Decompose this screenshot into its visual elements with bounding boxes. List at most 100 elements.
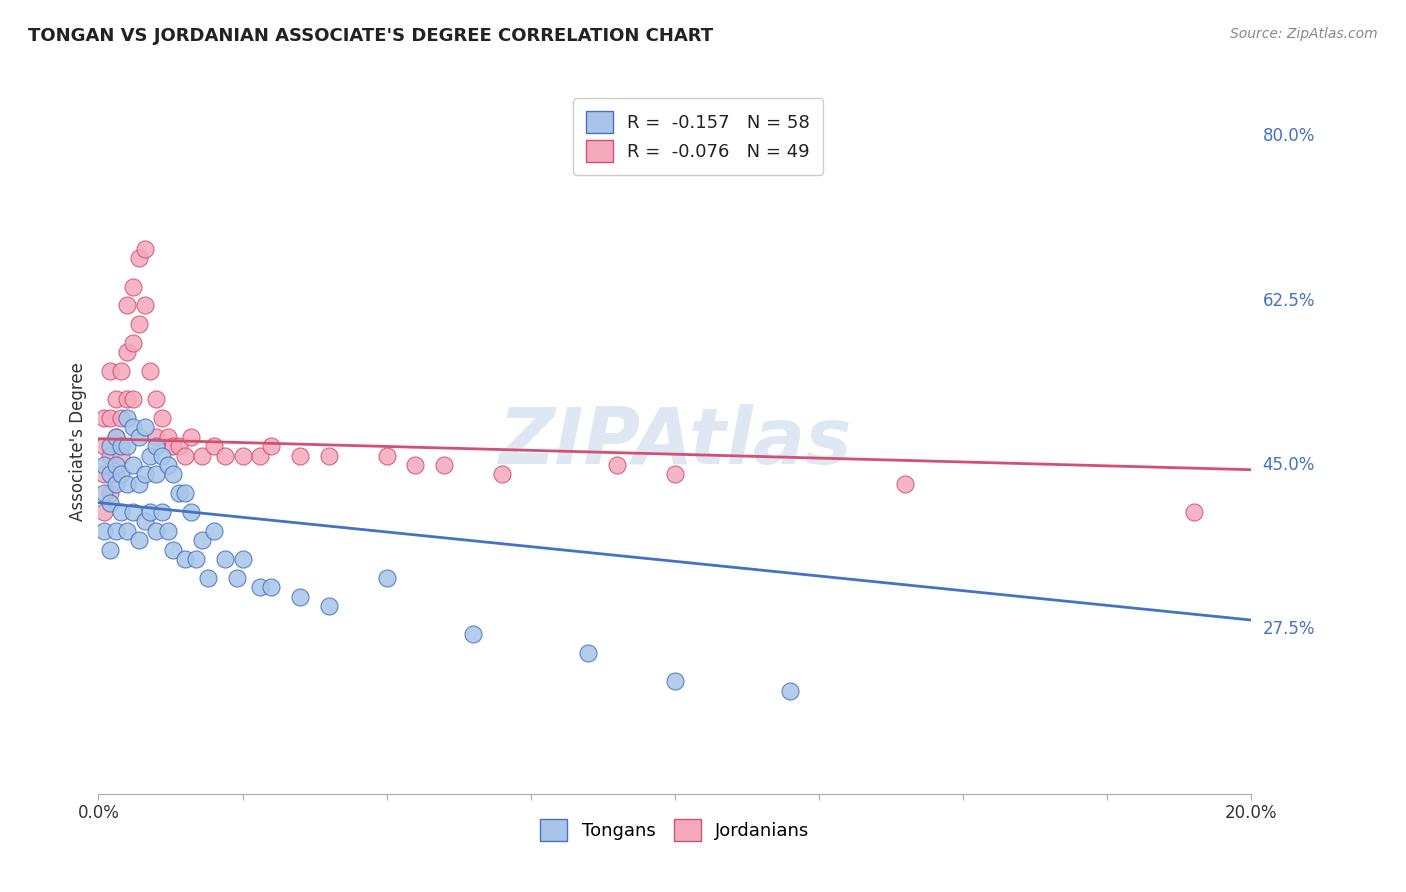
Point [156, 458, 179, 472]
Text: 62.5%: 62.5% [1263, 292, 1315, 310]
Point [128, 533, 150, 548]
Point [894, 476, 917, 491]
Point [110, 467, 132, 482]
Point [134, 515, 156, 529]
Point [104, 524, 127, 538]
Point [433, 458, 456, 472]
Point [180, 505, 202, 519]
Point [98, 439, 121, 453]
Point [134, 242, 156, 256]
Point [93, 505, 115, 519]
Point [104, 430, 127, 444]
Point [167, 486, 190, 500]
Point [249, 580, 271, 594]
Point [93, 411, 115, 425]
Point [128, 476, 150, 491]
Point [93, 458, 115, 472]
Point [664, 674, 686, 689]
Point [104, 476, 127, 491]
Point [150, 411, 173, 425]
Point [191, 449, 214, 463]
Point [117, 476, 139, 491]
Point [150, 505, 173, 519]
Point [180, 430, 202, 444]
Point [249, 449, 271, 463]
Point [98, 542, 121, 557]
Point [104, 430, 127, 444]
Text: 27.5%: 27.5% [1263, 621, 1315, 639]
Point [98, 449, 121, 463]
Point [122, 420, 145, 434]
Point [290, 449, 312, 463]
Point [110, 449, 132, 463]
Point [150, 449, 173, 463]
Point [186, 552, 208, 566]
Point [104, 467, 127, 482]
Point [110, 439, 132, 453]
Point [606, 458, 628, 472]
Point [162, 439, 184, 453]
Point [260, 439, 283, 453]
Y-axis label: Associate's Degree: Associate's Degree [69, 362, 87, 521]
Text: 45.0%: 45.0% [1263, 456, 1315, 474]
Point [139, 364, 162, 378]
Point [145, 392, 167, 407]
Point [122, 505, 145, 519]
Point [214, 449, 236, 463]
Point [197, 571, 219, 585]
Point [375, 449, 398, 463]
Point [104, 458, 127, 472]
Point [93, 486, 115, 500]
Point [93, 524, 115, 538]
Point [128, 317, 150, 331]
Point [174, 449, 197, 463]
Point [98, 486, 121, 500]
Point [174, 486, 197, 500]
Point [779, 683, 801, 698]
Point [134, 298, 156, 312]
Point [191, 533, 214, 548]
Point [122, 335, 145, 350]
Point [231, 552, 254, 566]
Point [145, 467, 167, 482]
Point [260, 580, 283, 594]
Point [128, 430, 150, 444]
Point [174, 552, 197, 566]
Point [156, 430, 179, 444]
Point [375, 571, 398, 585]
Point [117, 345, 139, 359]
Point [156, 524, 179, 538]
Point [139, 449, 162, 463]
Point [145, 439, 167, 453]
Point [98, 411, 121, 425]
Point [290, 590, 312, 604]
Point [578, 646, 600, 660]
Point [134, 467, 156, 482]
Point [405, 458, 427, 472]
Point [134, 420, 156, 434]
Point [225, 571, 247, 585]
Point [117, 392, 139, 407]
Point [104, 392, 127, 407]
Point [117, 411, 139, 425]
Point [117, 524, 139, 538]
Point [162, 542, 184, 557]
Point [167, 439, 190, 453]
Point [318, 449, 340, 463]
Point [122, 279, 145, 293]
Point [202, 524, 225, 538]
Point [117, 298, 139, 312]
Point [93, 439, 115, 453]
Legend: Tongans, Jordanians: Tongans, Jordanians [533, 812, 817, 848]
Point [93, 467, 115, 482]
Point [162, 467, 184, 482]
Point [1182, 505, 1205, 519]
Text: Source: ZipAtlas.com: Source: ZipAtlas.com [1230, 27, 1378, 41]
Point [664, 467, 686, 482]
Point [491, 467, 513, 482]
Point [122, 392, 145, 407]
Point [202, 439, 225, 453]
Point [128, 252, 150, 266]
Point [117, 439, 139, 453]
Point [110, 505, 132, 519]
